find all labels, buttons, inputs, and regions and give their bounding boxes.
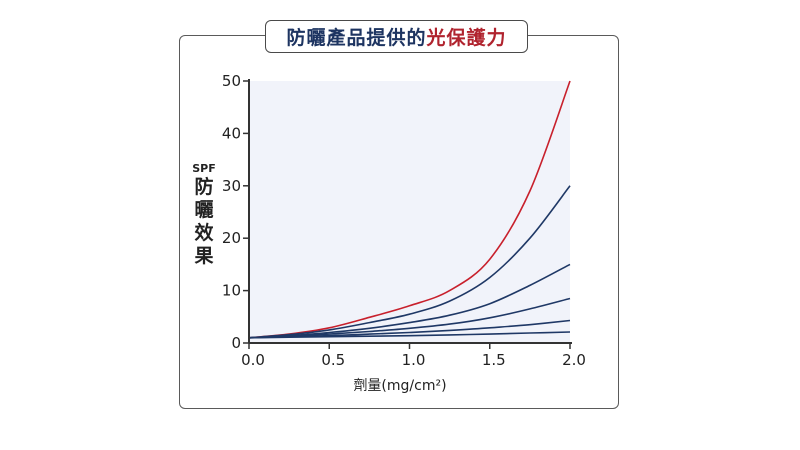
plot-area: [249, 81, 570, 343]
title-part-2: 光保護力: [426, 27, 507, 49]
y-tick-label: 10: [222, 282, 241, 300]
y-tick-label: 0: [231, 334, 241, 352]
chart-title: 防曬產品提供的 光保護力: [265, 20, 528, 53]
x-tick-label: 1.5: [482, 351, 506, 369]
y-tick-label: 40: [222, 124, 241, 142]
series-line-highlight: [248, 80, 571, 339]
x-tick-label: 0.5: [321, 351, 345, 369]
x-tick-label: 1.0: [402, 351, 426, 369]
series-line: [248, 185, 571, 339]
y-axis-label: SPF 防曬效果: [189, 162, 219, 268]
x-tick-label: 0.0: [241, 351, 265, 369]
y-tick-label: 30: [222, 177, 241, 195]
y-axis-title: 防曬效果: [194, 176, 214, 267]
y-tick-label: 50: [222, 72, 241, 90]
tick-marks: 0 10 20 30 40 50 0.0 0.5 1.0 1.5 2.0: [222, 72, 586, 369]
y-axis-unit: SPF: [192, 162, 216, 175]
axes: [248, 79, 572, 344]
series-line: [248, 331, 571, 339]
series-lines: [248, 80, 571, 339]
x-tick-label: 2.0: [562, 351, 586, 369]
y-tick-label: 20: [222, 229, 241, 247]
x-axis-label: 劑量(mg/cm²): [353, 378, 447, 394]
title-part-1: 防曬產品提供的: [286, 27, 427, 49]
